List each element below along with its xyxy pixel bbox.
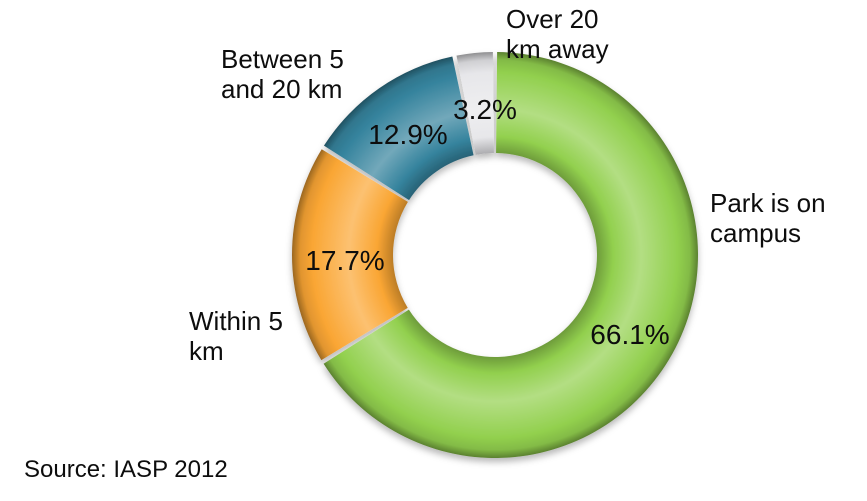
category-label-over-20-km-away: Over 20 km away	[506, 4, 609, 64]
label-line: km away	[506, 34, 609, 64]
donut-slices	[292, 52, 698, 458]
percent-label-over-20-km-away: 3.2%	[453, 94, 517, 125]
slice-park-is-on-campus	[323, 52, 698, 458]
category-label-within-5-km: Within 5 km	[189, 306, 283, 366]
label-line: Within 5	[189, 306, 283, 336]
label-line: and 20 km	[221, 74, 343, 104]
slice-over-20-km-away	[456, 52, 494, 155]
slice-between-5-and-20-km	[323, 56, 474, 201]
percent-label-within-5-km: 17.7%	[305, 245, 385, 276]
label-line: km	[189, 336, 224, 366]
label-line: Between 5	[221, 44, 344, 74]
category-label-park-is-on-campus: Park is on campus	[710, 188, 826, 248]
category-label-between-5-and-20-km: Between 5 and 20 km	[221, 44, 344, 104]
label-line: campus	[710, 218, 802, 248]
percent-label-between-5-and-20-km: 12.9%	[368, 119, 448, 150]
percent-label-park-is-on-campus: 66.1%	[590, 319, 670, 350]
label-line: Park is on	[710, 188, 826, 218]
slice-within-5-km	[292, 149, 408, 361]
label-line: Over 20	[506, 4, 599, 34]
source-note: Source: IASP 2012	[24, 456, 228, 483]
